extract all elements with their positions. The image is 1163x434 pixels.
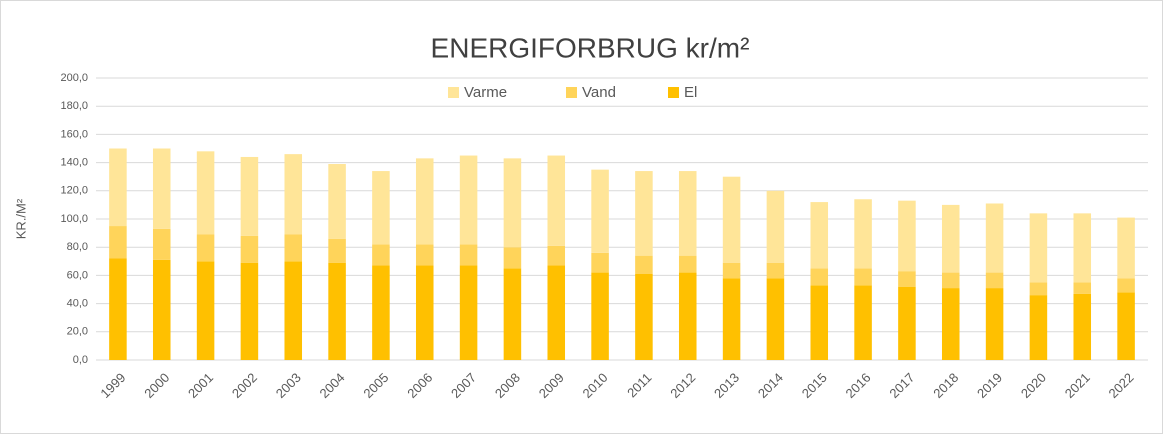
bar-segment — [152, 259, 171, 360]
bar-segment — [459, 265, 478, 360]
bar-segment — [678, 255, 697, 273]
bar-segment — [635, 171, 653, 256]
bar-segment — [941, 204, 960, 273]
bar-segment — [635, 255, 653, 274]
bar-segment — [941, 288, 960, 360]
bar-segment — [635, 273, 653, 360]
bar-segment — [415, 158, 434, 245]
bar-segment — [985, 288, 1004, 360]
bar-segment — [109, 226, 127, 259]
bar-segment — [591, 252, 609, 273]
bar-segment — [503, 247, 522, 269]
bar-segment — [415, 265, 434, 360]
chart-title: ENERGIFORBRUG kr/m² — [431, 32, 750, 63]
bar-segment — [678, 272, 697, 360]
y-tick-label: 40,0 — [67, 298, 88, 310]
y-tick-label: 80,0 — [67, 241, 88, 253]
y-tick-label: 140,0 — [60, 157, 88, 169]
legend-label: Vand — [582, 84, 616, 101]
bar-segment — [854, 268, 872, 286]
bar-segment — [722, 262, 741, 279]
bar-segment — [328, 262, 346, 360]
legend-swatch — [668, 87, 679, 98]
bar-segment — [591, 169, 609, 253]
y-tick-label: 60,0 — [67, 269, 88, 281]
bar-segment — [328, 164, 346, 239]
bar-segment — [328, 238, 346, 263]
bar-segment — [372, 171, 390, 245]
bar-segment — [722, 278, 741, 360]
y-tick-label: 200,0 — [60, 72, 88, 84]
bar-segment — [196, 151, 215, 235]
bar-segment — [854, 199, 872, 269]
bar-segment — [1073, 293, 1092, 360]
y-tick-label: 160,0 — [60, 128, 88, 140]
bar-segment — [678, 171, 697, 256]
bar-segment — [284, 234, 303, 262]
legend-swatch — [448, 87, 459, 98]
bar-segment — [547, 265, 566, 360]
y-tick-label: 20,0 — [67, 326, 88, 338]
bar-segment — [1117, 278, 1135, 293]
y-tick-label: 120,0 — [60, 185, 88, 197]
bar-segment — [1117, 292, 1135, 360]
bar-segment — [240, 262, 259, 360]
bar-segment — [1029, 295, 1048, 360]
y-tick-label: 100,0 — [60, 213, 88, 225]
bar-segment — [503, 268, 522, 360]
bar-segment — [1117, 217, 1135, 279]
legend-swatch — [566, 87, 577, 98]
bar-segment — [898, 200, 916, 272]
bar-segment — [1029, 213, 1048, 283]
bar-segment — [1073, 282, 1092, 294]
bar-segment — [503, 158, 522, 248]
bar-segment — [240, 235, 259, 263]
bar-segment — [415, 244, 434, 266]
bar-segment — [109, 148, 127, 227]
bar-segment — [898, 286, 916, 360]
bar-segment — [109, 258, 127, 360]
bar-segment — [459, 155, 478, 245]
bar-segment — [810, 285, 829, 360]
bar-segment — [372, 244, 390, 266]
bar-segment — [547, 155, 566, 246]
bar-segment — [810, 202, 829, 269]
bar-segment — [985, 203, 1004, 273]
bar-segment — [985, 272, 1004, 289]
bar-segment — [591, 272, 609, 360]
bar-segment — [459, 244, 478, 266]
bar-segment — [898, 271, 916, 287]
bar-segment — [152, 228, 171, 260]
bar-segment — [240, 156, 259, 236]
legend-label: El — [684, 84, 697, 101]
bar-segment — [766, 262, 785, 279]
bar-segment — [810, 268, 829, 286]
bar-segment — [196, 234, 215, 262]
bar-segment — [152, 148, 171, 229]
bar-segment — [766, 278, 785, 360]
bar-segment — [196, 261, 215, 360]
bar-segment — [284, 261, 303, 360]
bar-segment — [854, 285, 872, 360]
bar-segment — [1073, 213, 1092, 283]
bar-segment — [1029, 282, 1048, 296]
y-axis-label: KR./M² — [13, 198, 28, 239]
bar-segment — [941, 272, 960, 289]
bar-segment — [372, 265, 390, 360]
bar-segment — [284, 154, 303, 235]
bar-segment — [722, 176, 741, 263]
legend-label: Varme — [464, 84, 507, 101]
y-tick-label: 0,0 — [73, 354, 88, 366]
bar-segment — [547, 245, 566, 266]
bar-segment — [766, 190, 785, 263]
y-tick-label: 180,0 — [60, 100, 88, 112]
